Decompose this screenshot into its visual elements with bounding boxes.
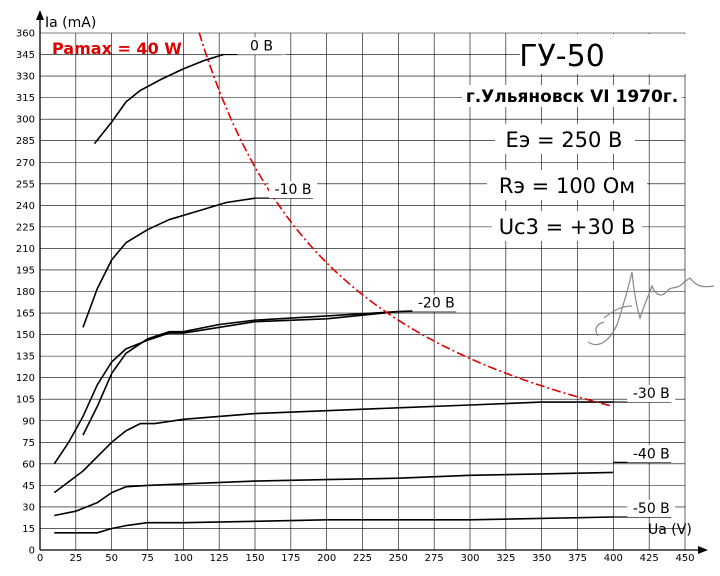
y-axis-title: Ia (mA) bbox=[45, 15, 96, 31]
x-tick-label: 275 bbox=[425, 553, 444, 564]
curve-label-bg bbox=[237, 37, 286, 55]
x-axis-title: Ua (V) bbox=[648, 522, 692, 538]
x-tick-label: 350 bbox=[532, 553, 551, 564]
plate-curve-2 bbox=[82, 310, 399, 436]
y-tick-label: 270 bbox=[16, 158, 35, 169]
y-tick-label: 180 bbox=[16, 287, 35, 298]
curve-label-0: 0 В bbox=[250, 39, 273, 55]
axes bbox=[36, 10, 708, 554]
info-box: ГУ-50 г.Ульяновск VI 1970г. Eэ = 250 В R… bbox=[462, 34, 690, 241]
y-tick-label: 165 bbox=[16, 309, 35, 320]
curve-label-bg bbox=[412, 294, 461, 312]
x-tick-label: 425 bbox=[640, 553, 659, 564]
x-tick-label: 375 bbox=[568, 553, 587, 564]
tick-labels: 0 25 50 75 100 125 150 175 200 225 250 275 300 325 350… bbox=[16, 29, 695, 565]
plate-curve-1 bbox=[82, 197, 256, 328]
x-tick-label: 450 bbox=[675, 553, 694, 564]
x-tick-label: 25 bbox=[69, 553, 82, 564]
y-tick-label: 75 bbox=[22, 438, 35, 449]
anode-voltage-label: Eэ = 250 В bbox=[506, 128, 623, 152]
y-tick-label: 210 bbox=[16, 244, 35, 255]
curve-label-bg bbox=[627, 499, 676, 517]
curve-label-1: -10 В bbox=[275, 182, 312, 198]
y-tick-label: 150 bbox=[16, 330, 35, 341]
y-tick-label: 345 bbox=[16, 50, 35, 61]
curve-label-2: -20 В bbox=[418, 296, 455, 312]
x-tick-label: 175 bbox=[281, 553, 300, 564]
y-tick-label: 0 bbox=[29, 546, 35, 557]
pmax-label: Pamax = 40 W bbox=[52, 39, 182, 58]
x-tick-label: 225 bbox=[353, 553, 372, 564]
x-axis-arrow bbox=[698, 546, 708, 554]
x-tick-label: 250 bbox=[389, 553, 408, 564]
anode-resistance-label: Rэ = 100 Ом bbox=[499, 174, 635, 198]
y-tick-label: 360 bbox=[16, 29, 35, 40]
x-tick-label: 200 bbox=[317, 553, 336, 564]
plate-curve-3 bbox=[53, 309, 435, 465]
y-tick-label: 90 bbox=[22, 416, 35, 427]
plate-curve-5 bbox=[54, 471, 614, 517]
y-tick-label: 60 bbox=[22, 459, 35, 470]
y-tick-label: 240 bbox=[16, 201, 35, 212]
y-tick-label: 300 bbox=[16, 115, 35, 126]
curve-label-4: -40 В bbox=[633, 446, 670, 462]
x-tick-label: 150 bbox=[245, 553, 264, 564]
plate-curve-4 bbox=[53, 401, 614, 494]
y-tick-label: 105 bbox=[16, 395, 35, 406]
y-tick-label: 255 bbox=[16, 179, 35, 190]
signature bbox=[587, 271, 715, 346]
y-tick-label: 285 bbox=[16, 136, 35, 147]
curve-label-bg bbox=[269, 181, 317, 199]
x-tick-label: 125 bbox=[210, 553, 229, 564]
x-tick-label: 0 bbox=[37, 553, 43, 564]
grid3-voltage-label: Uc3 = +30 В bbox=[499, 215, 636, 239]
x-tick-label: 300 bbox=[460, 553, 479, 564]
y-tick-label: 15 bbox=[22, 524, 35, 535]
plate-curves bbox=[53, 53, 614, 534]
curve-label-bg bbox=[627, 445, 676, 463]
x-tick-label: 325 bbox=[496, 553, 515, 564]
y-tick-label: 315 bbox=[16, 93, 35, 104]
y-tick-label: 330 bbox=[16, 72, 35, 83]
y-tick-label: 120 bbox=[16, 373, 35, 384]
pmax-curve bbox=[198, 32, 613, 407]
pmax-hyperbola bbox=[198, 32, 613, 407]
y-tick-label: 225 bbox=[16, 222, 35, 233]
x-tick-label: 50 bbox=[105, 553, 118, 564]
curve-label-3: -30 В bbox=[633, 386, 670, 402]
curve-label-5: -50 В bbox=[633, 501, 670, 517]
y-tick-label: 195 bbox=[16, 265, 35, 276]
y-tick-label: 135 bbox=[16, 352, 35, 363]
tube-title: ГУ-50 bbox=[519, 39, 605, 74]
x-tick-label: 100 bbox=[174, 553, 193, 564]
factory-label: г.Ульяновск VI 1970г. bbox=[466, 87, 678, 107]
y-axis-arrow bbox=[36, 10, 44, 20]
x-tick-label: 400 bbox=[604, 553, 623, 564]
curve-label-bg bbox=[627, 385, 676, 403]
plate-curve-0 bbox=[93, 53, 224, 145]
plate-curve-6 bbox=[54, 516, 614, 534]
x-tick-label: 75 bbox=[141, 553, 154, 564]
y-tick-label: 30 bbox=[22, 502, 35, 513]
curve-labels: 0 В -10 В -20 В -30 В -40 В -50 В bbox=[223, 37, 676, 518]
y-tick-label: 45 bbox=[22, 481, 35, 492]
